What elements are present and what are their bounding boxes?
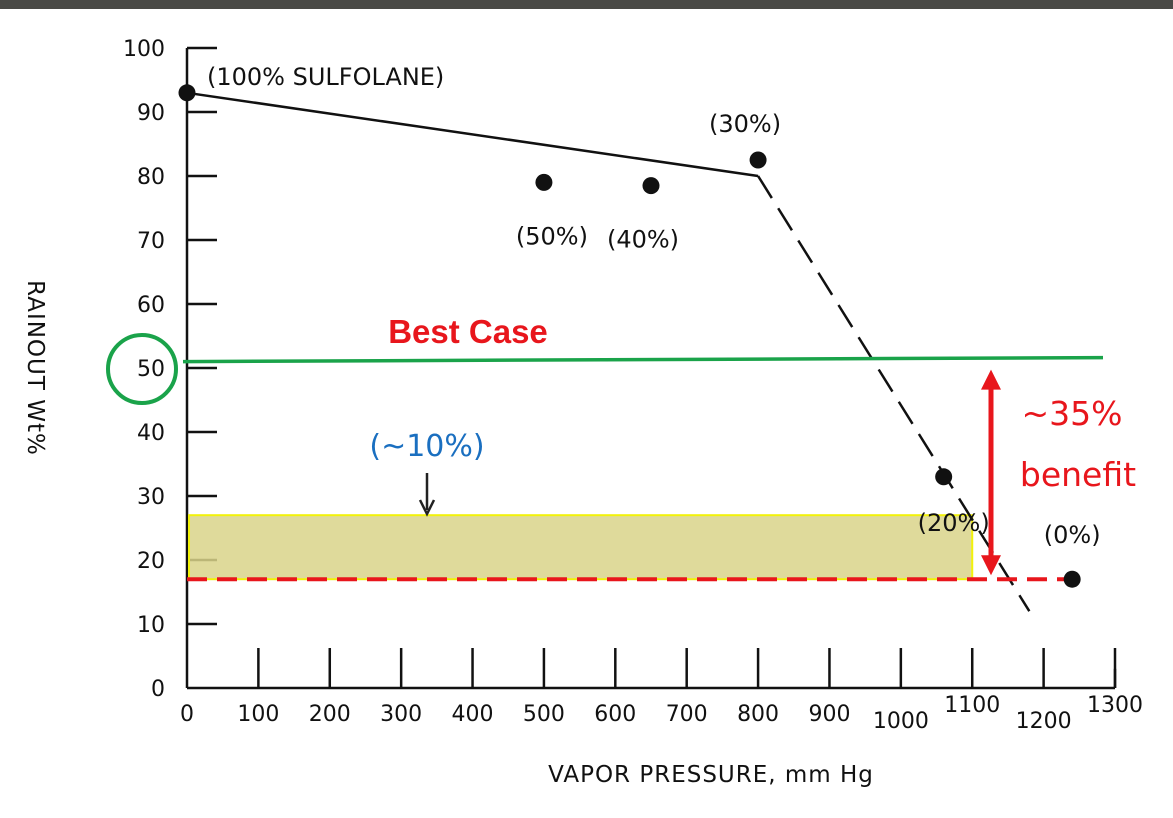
y-axis-title: RAINOUT Wt% — [22, 280, 48, 456]
highlight-circle-50 — [106, 333, 178, 405]
data-point — [1063, 570, 1081, 588]
benefit-label-text: benefit — [1020, 455, 1136, 494]
x-axis-title: VAPOR PRESSURE, mm Hg — [548, 762, 874, 788]
x-tick-label: 800 — [737, 702, 779, 727]
benefit-label-value: ~35% — [1022, 394, 1123, 433]
data-point — [642, 177, 660, 195]
solid-trend-line — [186, 91, 759, 178]
dashed-trend-line — [757, 175, 1031, 612]
point-label: (50%) — [516, 222, 588, 250]
text-layer: VAPOR PRESSURE, mm Hg RAINOUT Wt% (100% SU… — [22, 63, 1136, 788]
x-tick-label: 700 — [666, 702, 708, 727]
data-point — [178, 84, 196, 102]
benefit-arrow-head-up — [981, 369, 1001, 390]
x-tick-label: 0 — [180, 702, 194, 727]
y-tick-label: 50 — [137, 357, 165, 382]
band-label: (~10%) — [369, 429, 484, 464]
x-tick-label: 600 — [594, 702, 636, 727]
best-case-label: Best Case — [388, 313, 548, 350]
data-point — [749, 151, 767, 169]
x-tick-label: 1100 — [944, 693, 1000, 718]
y-tick-label: 90 — [137, 101, 165, 126]
points-layer — [178, 84, 1081, 588]
y-tick-label: 30 — [137, 485, 165, 510]
top-bar — [0, 0, 1173, 9]
y-tick-label: 60 — [137, 293, 165, 318]
y-tick-label: 40 — [137, 421, 165, 446]
band-pointer-head — [418, 499, 436, 517]
best-case-line — [182, 355, 1104, 364]
point-label: (100% SULFOLANE) — [207, 63, 444, 91]
y-tick-label: 0 — [151, 677, 165, 702]
y-tick-label: 80 — [137, 165, 165, 190]
x-tick-label: 500 — [523, 702, 565, 727]
highlight-band — [188, 514, 974, 581]
x-tick-label: 1000 — [873, 709, 929, 734]
point-label: (0%) — [1044, 521, 1101, 549]
x-tick-label: 1300 — [1087, 693, 1143, 718]
band-layer — [188, 514, 974, 581]
y-tick-label: 100 — [123, 37, 165, 62]
y-tick-label: 10 — [137, 613, 165, 638]
data-point — [935, 468, 953, 486]
point-label: (40%) — [607, 226, 679, 254]
x-tick-label: 900 — [808, 702, 850, 727]
point-label: (20%) — [918, 509, 990, 537]
x-tick-label: 1200 — [1016, 709, 1072, 734]
x-tick-label: 300 — [380, 702, 422, 727]
x-tick-label: 100 — [237, 702, 279, 727]
point-label: (30%) — [709, 110, 781, 138]
x-tick-label: 200 — [309, 702, 351, 727]
y-tick-label: 20 — [137, 549, 165, 574]
y-tick-label: 70 — [137, 229, 165, 254]
x-tick-label: 400 — [452, 702, 494, 727]
benefit-arrow-head-down — [981, 555, 1001, 576]
data-point — [535, 173, 553, 191]
lines-layer — [106, 91, 1104, 612]
